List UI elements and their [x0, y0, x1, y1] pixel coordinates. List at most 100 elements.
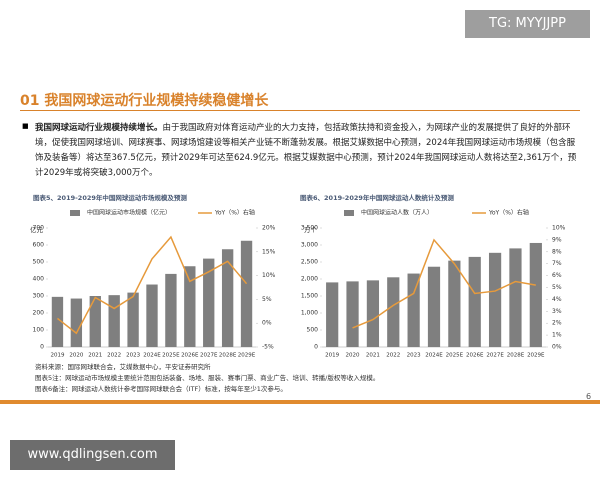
page-number: 6 [586, 392, 592, 401]
legend-label: 中国网球运动人数（万人） [361, 209, 433, 217]
y-tick-label: 3,500 [301, 225, 318, 232]
bar [184, 266, 196, 347]
watermark: TG: MYYJJPP [465, 10, 590, 38]
x-tick-label: 2019 [325, 353, 339, 359]
bar [165, 273, 177, 347]
bar [387, 277, 400, 347]
y2-tick-label: 1% [552, 332, 562, 339]
footer-watermark: www.qdlingsen.com [10, 440, 175, 470]
x-tick-label: 2023 [407, 353, 421, 359]
y-tick-label: 700 [33, 225, 45, 232]
y2-tick-label: 8% [552, 248, 562, 255]
y-tick-label: 500 [33, 259, 45, 266]
y2-tick-label: 10% [552, 225, 566, 232]
y-tick-label: 2,000 [301, 276, 318, 283]
bar [146, 284, 158, 347]
x-tick-label: 2027E [200, 353, 218, 359]
x-tick-label: 2024E [143, 353, 161, 359]
rule [20, 110, 580, 111]
y2-tick-label: 9% [552, 236, 562, 243]
chart-title: 图表6、2019-2029年中国网球运动人数统计及预测 [300, 193, 454, 202]
bar [468, 256, 481, 347]
x-tick-label: 2025E [446, 353, 464, 359]
y2-tick-label: 7% [552, 260, 562, 267]
x-tick-label: 2021 [88, 353, 102, 359]
bar [240, 240, 253, 347]
x-tick-label: 2028E [507, 353, 525, 359]
bullet-mark: ■ [22, 122, 29, 130]
legend-label: 中国网球运动市场规模（亿元） [87, 209, 171, 217]
bar [203, 258, 215, 347]
bar [366, 280, 380, 347]
y-tick-label: 100 [33, 327, 45, 334]
yoy-line [56, 235, 248, 335]
bar [427, 266, 441, 347]
body: 由于我国政府对体育运动产业的大力支持，包括政策扶持和资金投入，为网球产业的发展提… [35, 123, 577, 178]
y2-tick-label: -5% [262, 344, 274, 351]
x-tick-label: 2023 [126, 353, 140, 359]
y2-tick-label: 0% [552, 344, 562, 351]
y2-tick-label: 4% [552, 296, 562, 303]
bar [127, 292, 139, 347]
footer-bar [0, 400, 600, 404]
x-tick-label: 2029E [527, 353, 545, 359]
bar [346, 281, 359, 347]
x-tick-label: 2022 [386, 353, 400, 359]
bar [221, 249, 234, 347]
bar [51, 296, 64, 347]
bar [70, 298, 83, 347]
bar [488, 252, 502, 347]
y-tick-label: 3,000 [301, 242, 318, 249]
legend-label: YoY（%）右轴 [214, 209, 255, 217]
x-tick-label: 2028E [219, 353, 237, 359]
bar [529, 242, 542, 347]
notes: 资料来源：国际网球联合会，艾媒数据中心，平安证券研究所 图表5注：网球运动市场规… [35, 362, 379, 395]
bar [89, 296, 101, 347]
x-tick-label: 2021 [366, 353, 380, 359]
y2-tick-label: 20% [262, 225, 276, 232]
y2-tick-label: 6% [552, 272, 562, 279]
lead: 我国网球运动行业规模持续增长。 [35, 123, 163, 133]
x-tick-label: 2026E [466, 353, 484, 359]
y2-tick-label: 10% [262, 272, 276, 279]
y2-tick-label: 0% [262, 320, 272, 327]
note: 资料来源：国际网球联合会，艾媒数据中心，平安证券研究所 [35, 363, 211, 371]
bar [509, 248, 522, 347]
note: 图表6备注：网球运动人数统计参考国际网球联合会（ITF）标准，按每年至少1次参与… [35, 385, 287, 393]
y2-tick-label: 15% [262, 248, 276, 255]
bar [326, 282, 339, 347]
x-tick-label: 2029E [238, 353, 256, 359]
bar [407, 273, 420, 347]
y-tick-label: 600 [33, 242, 45, 249]
legend-swatch [70, 210, 80, 216]
y-tick-label: 0 [40, 344, 44, 351]
legend-label: YoY（%）右轴 [488, 209, 529, 217]
x-tick-label: 2022 [107, 353, 121, 359]
legend-swatch [344, 210, 354, 216]
y2-tick-label: 5% [262, 296, 272, 303]
y2-tick-label: 3% [552, 308, 562, 315]
x-tick-label: 2025E [162, 353, 180, 359]
bar [448, 260, 461, 347]
note: 图表5注：网球运动市场规模主要统计范围包括装备、场地、服装、赛事门票、商业广告、… [35, 374, 380, 382]
y-tick-label: 1,000 [301, 310, 318, 317]
y-axis-label: 万个 [304, 226, 318, 234]
section-title: 01 我国网球运动行业规模持续稳健增长 [20, 93, 269, 109]
y2-tick-label: 5% [552, 284, 562, 291]
chart-title: 图表5、2019-2029年中国网球运动市场规模及预测 [33, 193, 187, 202]
y-tick-label: 400 [33, 276, 45, 283]
y2-tick-label: 2% [552, 320, 562, 327]
y-axis-label: 亿元 [30, 225, 44, 234]
x-tick-label: 2020 [346, 353, 360, 359]
x-tick-label: 2019 [50, 353, 64, 359]
y-tick-label: 200 [33, 310, 45, 317]
x-tick-label: 2027E [486, 353, 504, 359]
y-tick-label: 0 [314, 344, 318, 351]
x-tick-label: 2024E [425, 353, 443, 359]
yoy-line [352, 238, 536, 329]
y-tick-label: 500 [307, 327, 319, 334]
bar [108, 295, 120, 347]
y-tick-label: 300 [33, 293, 45, 300]
